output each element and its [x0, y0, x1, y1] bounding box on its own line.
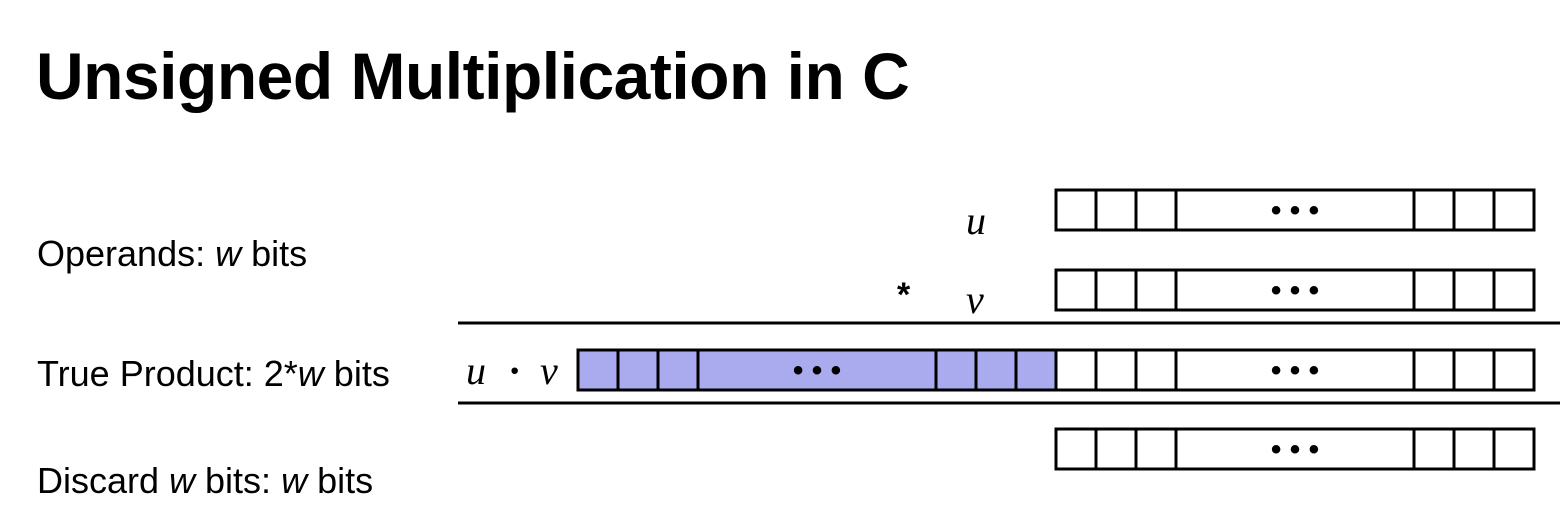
register-u-cell: [1056, 190, 1096, 230]
register-product-high-cell: [618, 350, 658, 390]
register-u-cell: [1414, 190, 1454, 230]
register-result-cell: [1454, 429, 1494, 469]
register-v-ellipsis: • • •: [1271, 274, 1319, 307]
register-product-low-cell: [1056, 350, 1096, 390]
register-v: • • •: [1056, 270, 1534, 310]
register-product-low-cell: [1414, 350, 1454, 390]
register-product-high-cell: [936, 350, 976, 390]
register-result-cell: [1056, 429, 1096, 469]
register-u-cell: [1494, 190, 1534, 230]
register-product-high-cell: [658, 350, 698, 390]
register-product-low-cell: [1494, 350, 1534, 390]
register-v-cell: [1454, 270, 1494, 310]
register-product-high-cell: [578, 350, 618, 390]
register-u-cell: [1454, 190, 1494, 230]
register-v-cell: [1494, 270, 1534, 310]
register-v-cell: [1136, 270, 1176, 310]
register-v-cell: [1414, 270, 1454, 310]
register-product-low-cell: [1096, 350, 1136, 390]
register-product-high: • • •: [578, 350, 1056, 390]
register-u-cell: [1096, 190, 1136, 230]
register-product-high-cell: [1016, 350, 1056, 390]
register-v-cell: [1056, 270, 1096, 310]
register-result-cell: [1096, 429, 1136, 469]
register-product-low: • • •: [1056, 350, 1534, 390]
register-u: • • •: [1056, 190, 1534, 230]
register-v-cell: [1096, 270, 1136, 310]
register-result-cell: [1136, 429, 1176, 469]
register-result: • • •: [1056, 429, 1534, 469]
register-result-cell: [1494, 429, 1534, 469]
register-product-low-cell: [1136, 350, 1176, 390]
register-result-cell: [1414, 429, 1454, 469]
register-product-low-ellipsis: • • •: [1271, 354, 1319, 387]
register-product-low-cell: [1454, 350, 1494, 390]
register-product-high-ellipsis: • • •: [793, 354, 841, 387]
register-product-high-cell: [976, 350, 1016, 390]
register-u-cell: [1136, 190, 1176, 230]
register-u-ellipsis: • • •: [1271, 194, 1319, 227]
register-result-ellipsis: • • •: [1271, 433, 1319, 466]
